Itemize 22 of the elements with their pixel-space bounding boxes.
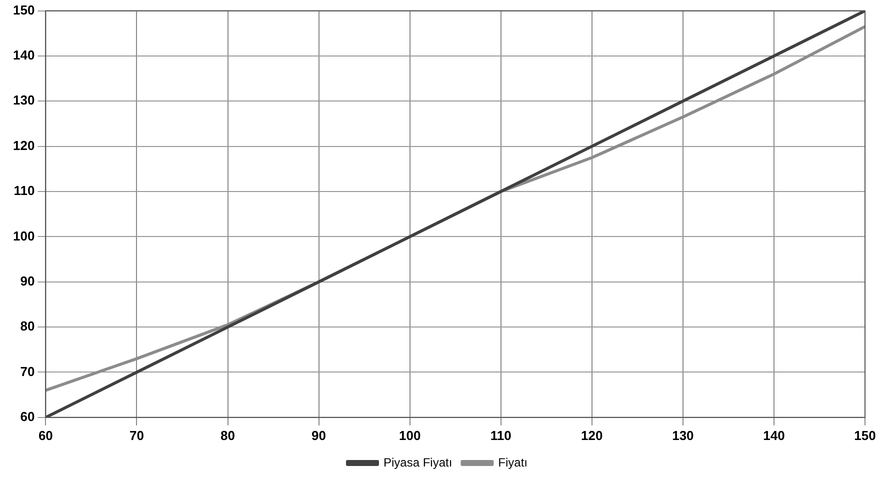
x-tick-label: 80 [220, 428, 235, 443]
y-tick-label: 130 [12, 92, 35, 108]
x-tick-label: 60 [38, 428, 53, 443]
y-tick-label: 150 [12, 2, 35, 18]
x-tick-label: 130 [672, 428, 694, 443]
y-tick-label: 110 [14, 183, 35, 198]
legend-label: Piyasa Fiyatı [383, 455, 452, 470]
y-tick-label: 90 [20, 273, 35, 288]
y-tick-label: 70 [20, 364, 35, 379]
y-tick-label: 100 [12, 228, 35, 244]
legend-label: Fiyatı [498, 455, 528, 470]
x-tick-label: 120 [581, 428, 603, 443]
y-tick-label: 60 [20, 408, 35, 424]
x-tick-label: 70 [129, 428, 144, 443]
x-tick-label: 150 [854, 428, 876, 443]
y-tick-label: 80 [20, 318, 35, 334]
x-tick-label: 110 [490, 428, 512, 443]
y-tick-label: 120 [12, 138, 35, 153]
y-tick-label: 140 [12, 48, 35, 63]
x-tick-label: 140 [763, 428, 785, 443]
x-tick-label: 100 [398, 428, 421, 443]
x-tick-label: 90 [312, 428, 326, 443]
